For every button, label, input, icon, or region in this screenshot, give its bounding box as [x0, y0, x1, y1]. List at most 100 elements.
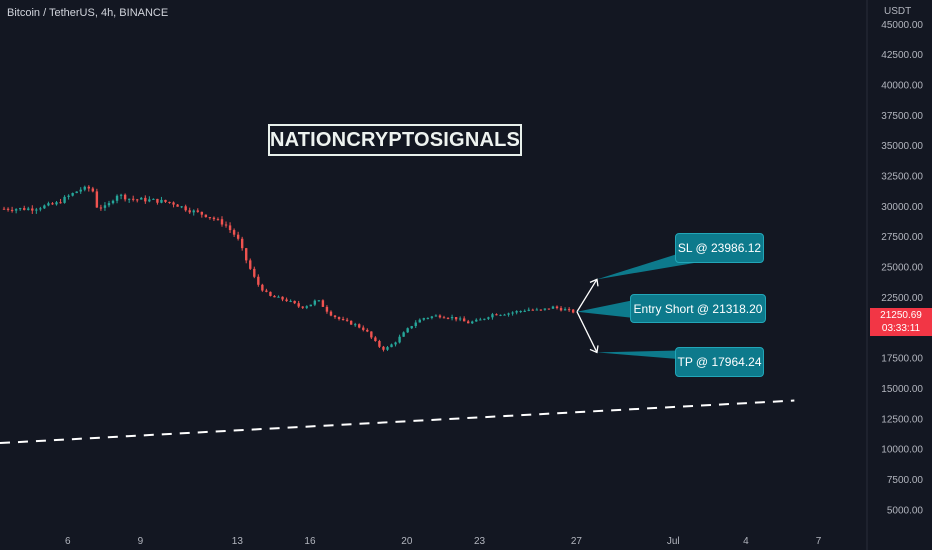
candle-body — [6, 208, 10, 210]
candle-body — [75, 191, 78, 194]
candle-body — [422, 318, 426, 320]
candle-body — [317, 300, 321, 302]
candle-body — [27, 208, 30, 210]
candle-body — [253, 268, 256, 277]
candle-body — [341, 319, 345, 321]
candle-body — [386, 347, 389, 350]
candle-body — [14, 209, 18, 211]
candle-body — [313, 300, 317, 305]
candle-body — [39, 208, 42, 210]
price-axis[interactable]: 45000.00 42500.00 40000.00 37500.00 35000.00… — [881, 20, 923, 517]
candle-body — [450, 317, 454, 319]
candle-body — [245, 248, 248, 261]
candle-body — [515, 311, 518, 313]
candle-body — [148, 199, 151, 202]
candle-body — [366, 329, 369, 332]
candle-body — [398, 336, 401, 343]
candle-body — [345, 319, 349, 321]
price-tick-label: 27500.00 — [881, 232, 923, 243]
candle-body — [390, 344, 393, 348]
callout-pointers — [576, 250, 700, 360]
candle-body — [119, 194, 123, 196]
price-tick-label: 30000.00 — [881, 202, 923, 213]
candle-body — [144, 197, 147, 202]
candle-body — [571, 309, 575, 313]
time-tick-label: 27 — [571, 536, 583, 547]
stop-loss-label: SL @ 23986.12 — [677, 241, 762, 255]
time-tick-label: 9 — [138, 536, 144, 547]
candle-body — [321, 300, 325, 307]
candle-body — [337, 317, 341, 320]
candle-body — [10, 209, 14, 211]
candle-body — [442, 317, 446, 319]
entry-callout[interactable]: Entry Short @ 21318.20 — [630, 294, 766, 323]
candle-body — [249, 260, 252, 269]
price-tick-label: 22500.00 — [881, 293, 923, 304]
candle-body — [519, 310, 522, 312]
candle-body — [188, 210, 191, 213]
time-tick-label: 13 — [232, 536, 244, 547]
candle-body — [353, 324, 357, 326]
price-tick-label: 17500.00 — [881, 354, 923, 365]
candle-body — [160, 199, 163, 203]
price-tick-label: 12500.00 — [881, 414, 923, 425]
candle-body — [273, 295, 276, 298]
candle-body — [261, 284, 264, 291]
candle-body — [43, 205, 46, 209]
candle-body — [305, 306, 308, 308]
candle-body — [462, 318, 466, 322]
candle-body — [192, 210, 195, 213]
symbol-title[interactable]: Bitcoin / TetherUS, 4h, BINANCE — [7, 7, 169, 19]
candle-body — [35, 209, 38, 211]
candle-body — [402, 332, 405, 337]
trendline-layer — [0, 399, 795, 445]
candle-body — [156, 198, 159, 203]
stop-loss-callout[interactable]: SL @ 23986.12 — [675, 233, 764, 263]
candle-body — [47, 203, 50, 206]
price-tick-label: 7500.00 — [887, 475, 924, 486]
candle-body — [438, 315, 442, 318]
price-tick-label: 40000.00 — [881, 80, 923, 91]
candle-body — [531, 309, 534, 311]
candle-body — [99, 207, 103, 209]
candle-body — [297, 303, 300, 307]
candle-body — [83, 186, 86, 190]
candle-body — [503, 314, 506, 316]
candle-body — [152, 198, 155, 200]
time-tick-label: Jul — [667, 536, 680, 547]
candle-body — [499, 314, 502, 316]
stop-loss-arrow — [576, 278, 598, 313]
entry-label: Entry Short @ 21318.20 — [633, 301, 763, 316]
candle-body — [467, 321, 470, 324]
candle-body — [333, 315, 337, 318]
candle-body — [559, 308, 563, 311]
candle-body — [269, 291, 272, 296]
candles-layer — [2, 185, 575, 352]
price-tick-label: 37500.00 — [881, 111, 923, 122]
candle-body — [406, 328, 409, 333]
candle-body — [136, 199, 139, 201]
candle-body — [523, 310, 526, 312]
candle-body — [18, 208, 22, 210]
candle-body — [204, 214, 208, 218]
candle-body — [434, 315, 438, 317]
candle-body — [51, 203, 54, 205]
candle-body — [140, 197, 143, 200]
candle-body — [2, 208, 6, 210]
candle-body — [495, 314, 498, 316]
dashed-trendline — [0, 399, 795, 445]
price-tick-label: 35000.00 — [881, 141, 923, 152]
candle-body — [414, 322, 417, 327]
candle-body — [475, 319, 478, 322]
candle-body — [446, 317, 450, 319]
candle-body — [289, 300, 292, 302]
candle-body — [511, 312, 514, 314]
candle-body — [265, 290, 268, 292]
time-axis[interactable]: 6 9 13 16 20 23 27 Jul 4 7 — [65, 536, 822, 547]
candle-body — [115, 195, 119, 201]
time-tick-label: 6 — [65, 536, 71, 547]
take-profit-callout[interactable]: TP @ 17964.24 — [675, 347, 764, 377]
price-tick-label: 42500.00 — [881, 50, 923, 61]
candle-body — [410, 326, 413, 329]
